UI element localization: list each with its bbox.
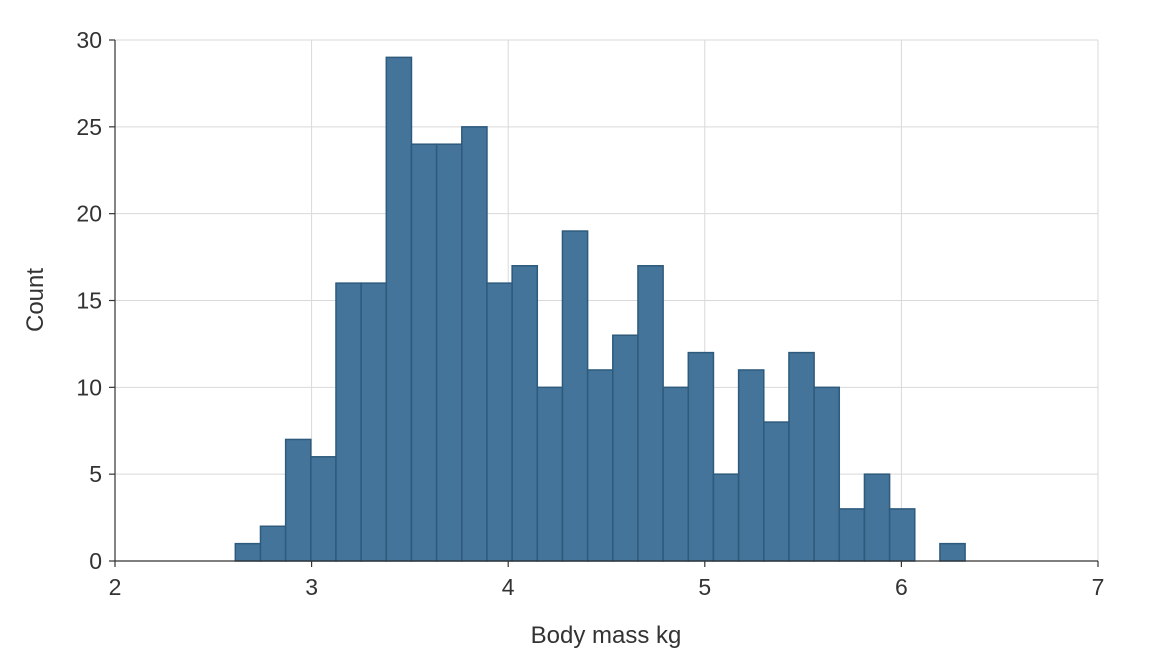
histogram-bar [310, 456, 337, 562]
histogram-bar [410, 143, 438, 562]
histogram-bar [687, 351, 715, 562]
histogram-bar [712, 473, 740, 562]
histogram-bar [586, 369, 614, 562]
histogram-bar [888, 508, 916, 562]
histogram-bar [737, 369, 765, 562]
y-tick-label: 5 [89, 461, 102, 487]
y-tick-label: 25 [76, 114, 102, 140]
histogram-bar [662, 386, 690, 562]
x-tick-label: 6 [895, 574, 908, 600]
histogram-bar [813, 386, 841, 562]
y-tick-label: 0 [89, 548, 102, 574]
histogram-bar [486, 282, 513, 562]
axes [109, 39, 1099, 567]
histogram-bar [612, 334, 639, 562]
histogram-bar [637, 265, 664, 562]
histogram-bar [284, 438, 312, 562]
histogram-bar [788, 351, 815, 562]
y-tick-label: 15 [76, 288, 102, 314]
histogram-bar [561, 230, 589, 562]
histogram-bar [335, 282, 362, 562]
histogram-bar [435, 143, 463, 562]
histogram-bar [360, 282, 388, 562]
y-tick-label: 30 [76, 27, 102, 53]
y-tick-label: 20 [76, 201, 102, 227]
y-tick-label: 10 [76, 374, 102, 400]
histogram-bar [511, 265, 539, 562]
x-axis-title: Body mass kg [531, 622, 682, 649]
y-axis-title: Count [22, 268, 49, 332]
histogram-bar [536, 386, 564, 562]
histogram-bar [863, 473, 891, 562]
histogram-bar [763, 421, 790, 562]
x-tick-label: 4 [502, 574, 515, 600]
x-tick-label: 2 [109, 574, 122, 600]
x-tick-label: 3 [305, 574, 318, 600]
bars [234, 56, 966, 562]
x-tick-label: 5 [698, 574, 711, 600]
histogram-bar [234, 542, 262, 562]
tick-labels: 2 3 4 5 6 7 0 5 10 15 20 25 30 [76, 27, 1104, 600]
histogram-bar [259, 525, 287, 562]
histogram-bar [385, 56, 413, 562]
histogram-bar [461, 126, 488, 562]
histogram-bar [838, 508, 866, 562]
x-tick-label: 7 [1092, 574, 1105, 600]
histogram-bar [939, 542, 966, 562]
